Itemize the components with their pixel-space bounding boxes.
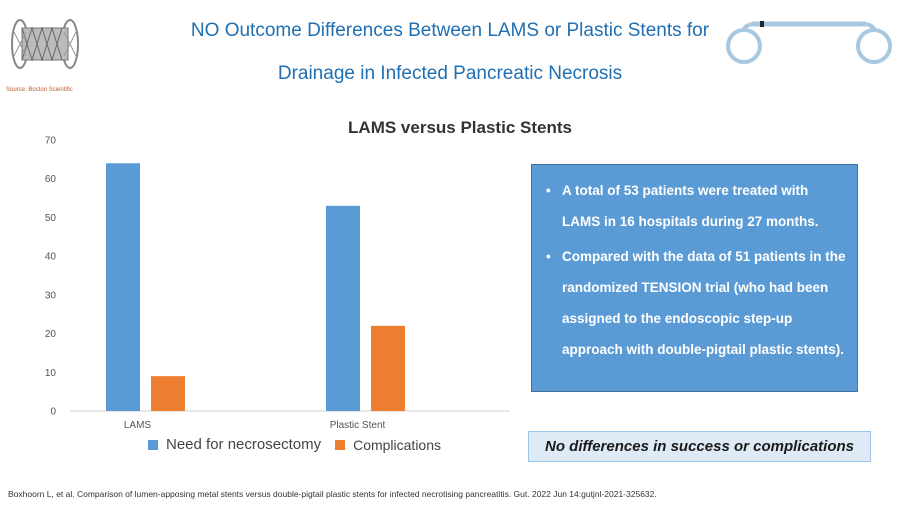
legend-swatch-necrosectomy xyxy=(148,439,158,450)
bar-lams-necrosectomy xyxy=(106,163,140,411)
legend-item-necrosectomy: Need for necrosectomy xyxy=(148,436,321,453)
chart-title: LAMS versus Plastic Stents xyxy=(348,118,572,137)
legend-item-complications: Complications xyxy=(335,437,441,453)
x-category-label: Plastic Stent xyxy=(330,420,386,431)
y-tick-label: 40 xyxy=(45,252,57,263)
citation: Boxhoorn L, et al. Comparison of lumen-a… xyxy=(8,489,657,499)
y-tick-label: 0 xyxy=(50,407,56,418)
summary-bullet-1: A total of 53 patients were treated with… xyxy=(546,175,847,237)
slide-title-line2: Drainage in Infected Pancreatic Necrosis xyxy=(277,63,623,84)
y-tick-label: 10 xyxy=(45,368,57,379)
lams-stent-image xyxy=(11,19,79,69)
legend-label-necrosectomy: Need for necrosectomy xyxy=(166,436,322,453)
bar-lams-complications xyxy=(151,376,185,411)
legend-label-complications: Complications xyxy=(353,436,442,453)
bar-plastic-stent-complications xyxy=(371,325,405,411)
y-tick-label: 50 xyxy=(45,213,57,224)
conclusion-box: No differences in success or complicatio… xyxy=(528,431,871,462)
y-tick-label: 70 xyxy=(45,136,57,147)
pigtail-stent-image xyxy=(726,21,892,64)
image-source: Source: Boston Scientific xyxy=(6,87,73,93)
y-tick-label: 20 xyxy=(45,329,57,340)
legend-swatch-complications xyxy=(335,439,346,450)
y-tick-label: 30 xyxy=(45,290,57,301)
y-tick-label: 60 xyxy=(45,174,57,185)
summary-box: A total of 53 patients were treated with… xyxy=(531,164,858,392)
x-category-label: LAMS xyxy=(124,420,152,431)
chart-legend: Need for necrosectomy Complications xyxy=(148,436,455,453)
bar-plastic-stent-necrosectomy xyxy=(326,205,360,411)
slide-title-line1: NO Outcome Differences Between LAMS or P… xyxy=(190,20,710,41)
summary-bullet-2: Compared with the data of 51 patients in… xyxy=(546,241,847,365)
